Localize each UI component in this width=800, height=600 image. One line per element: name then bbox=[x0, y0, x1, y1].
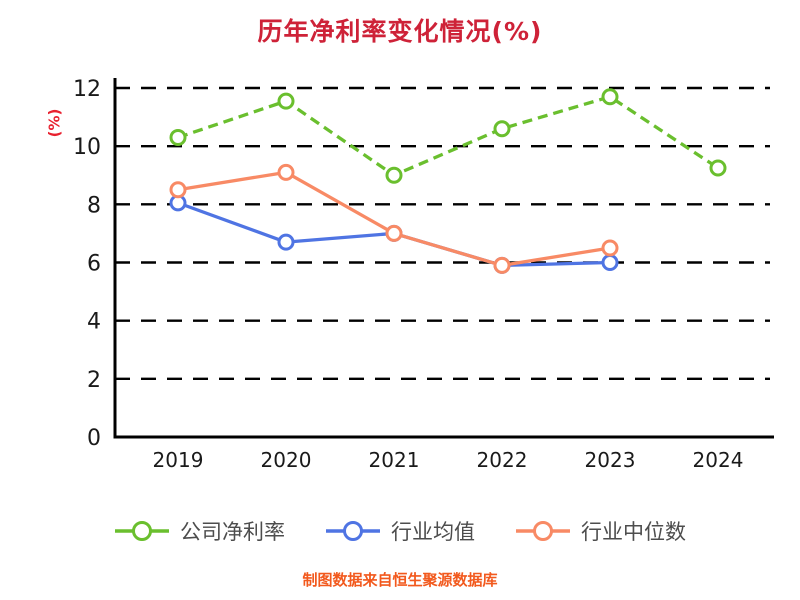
x-tick-label: 2023 bbox=[585, 448, 636, 472]
legend-item-2[interactable]: 行业中位数 bbox=[515, 516, 686, 546]
series-marker-1 bbox=[601, 254, 619, 271]
series-marker-2 bbox=[169, 181, 187, 199]
series-marker-0 bbox=[385, 166, 403, 184]
y-tick-label: 6 bbox=[87, 252, 101, 277]
y-tick-label: 0 bbox=[87, 426, 101, 451]
legend: 公司净利率 行业均值 行业中位数 bbox=[0, 516, 800, 546]
y-tick-label: 8 bbox=[87, 193, 101, 218]
x-tick-label: 2022 bbox=[477, 448, 528, 472]
y-tick-label: 2 bbox=[87, 368, 101, 393]
series-marker-0 bbox=[709, 159, 727, 177]
series-marker-2 bbox=[277, 163, 295, 181]
series-marker-1 bbox=[277, 233, 295, 251]
legend-label: 公司净利率 bbox=[180, 520, 285, 544]
x-tick-label: 2024 bbox=[693, 448, 744, 472]
series-marker-0 bbox=[169, 128, 187, 146]
x-tick-label: 2020 bbox=[261, 448, 312, 472]
series-marker-0 bbox=[601, 88, 619, 106]
x-tick-label: 2021 bbox=[369, 448, 420, 472]
series-marker-2 bbox=[601, 239, 619, 257]
legend-item-1[interactable]: 行业均值 bbox=[325, 516, 475, 546]
x-tick-label: 2019 bbox=[153, 448, 204, 472]
y-tick-label: 4 bbox=[87, 310, 101, 335]
series-marker-2 bbox=[385, 224, 403, 242]
legend-marker-icon bbox=[115, 521, 169, 541]
legend-label: 行业中位数 bbox=[581, 520, 686, 544]
legend-marker-icon bbox=[326, 521, 380, 541]
legend-label: 行业均值 bbox=[391, 520, 475, 544]
legend-item-0[interactable]: 公司净利率 bbox=[114, 516, 285, 546]
plot-area: 0 2 4 6 8 10 12 2019 2020 2021 2022 2023 2024 bbox=[73, 77, 774, 472]
series-line-0 bbox=[177, 95, 719, 177]
y-tick-label: 10 bbox=[73, 135, 101, 160]
legend-marker-icon bbox=[516, 521, 570, 541]
chart-title: 历年净利率变化情况(%) bbox=[257, 17, 543, 46]
series-marker-0 bbox=[277, 92, 295, 110]
series-marker-2 bbox=[493, 256, 511, 274]
series-marker-0 bbox=[493, 120, 511, 138]
y-tick-label: 12 bbox=[73, 77, 101, 102]
data-source-note: 制图数据来自恒生聚源数据库 bbox=[302, 571, 498, 589]
series-line-2 bbox=[177, 170, 611, 268]
